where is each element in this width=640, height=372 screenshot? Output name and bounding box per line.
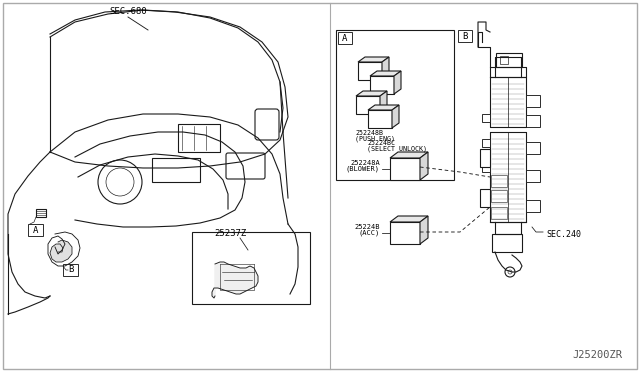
Polygon shape xyxy=(358,57,389,62)
Text: B: B xyxy=(68,266,73,275)
Polygon shape xyxy=(358,62,382,80)
Bar xyxy=(490,77,526,127)
Polygon shape xyxy=(212,262,258,298)
Bar xyxy=(491,190,507,202)
FancyBboxPatch shape xyxy=(255,109,279,140)
Bar xyxy=(482,114,490,122)
Bar xyxy=(63,264,78,276)
Bar xyxy=(526,170,540,182)
Bar xyxy=(526,115,540,127)
Text: (ACC): (ACC) xyxy=(359,230,380,236)
Bar xyxy=(336,30,454,180)
Polygon shape xyxy=(392,105,399,128)
FancyBboxPatch shape xyxy=(226,153,265,179)
Polygon shape xyxy=(356,91,387,96)
Bar xyxy=(36,209,46,217)
Text: A: A xyxy=(33,225,38,234)
Text: B: B xyxy=(462,32,468,41)
Polygon shape xyxy=(370,71,401,76)
Polygon shape xyxy=(390,152,428,158)
Bar xyxy=(480,189,490,207)
Bar xyxy=(491,175,507,187)
Text: 25224BC: 25224BC xyxy=(367,140,395,146)
Bar xyxy=(526,200,540,212)
Bar xyxy=(526,142,540,154)
Bar xyxy=(458,30,472,42)
Polygon shape xyxy=(420,152,428,180)
Polygon shape xyxy=(420,216,428,244)
Text: SEC.240: SEC.240 xyxy=(546,230,581,238)
Bar xyxy=(480,149,490,167)
Polygon shape xyxy=(390,158,420,180)
Text: 252248B: 252248B xyxy=(355,130,383,136)
Bar xyxy=(491,207,507,219)
Bar xyxy=(338,32,352,44)
Polygon shape xyxy=(382,57,389,80)
Text: (PUSH ENG): (PUSH ENG) xyxy=(355,135,395,141)
Text: J25200ZR: J25200ZR xyxy=(572,350,622,360)
Polygon shape xyxy=(368,105,399,110)
Polygon shape xyxy=(50,240,72,262)
Text: SEC.680: SEC.680 xyxy=(109,7,147,16)
Text: (SELECT UNLOCK): (SELECT UNLOCK) xyxy=(367,145,427,151)
Polygon shape xyxy=(356,96,380,114)
Bar xyxy=(526,95,540,107)
Bar xyxy=(492,234,522,252)
Bar xyxy=(496,53,522,67)
Polygon shape xyxy=(370,76,394,94)
Bar xyxy=(482,164,490,172)
Polygon shape xyxy=(390,216,428,222)
Polygon shape xyxy=(394,71,401,94)
Polygon shape xyxy=(368,110,392,128)
Text: (BLOWER): (BLOWER) xyxy=(346,166,380,172)
Bar xyxy=(500,56,508,64)
Text: A: A xyxy=(342,33,348,42)
Bar xyxy=(490,132,526,222)
Bar xyxy=(482,139,490,147)
Text: 252248A: 252248A xyxy=(350,160,380,166)
Polygon shape xyxy=(390,222,420,244)
Text: 25237Z: 25237Z xyxy=(214,229,246,238)
Bar xyxy=(192,232,310,304)
Bar xyxy=(178,124,220,152)
Bar xyxy=(28,224,43,236)
Bar xyxy=(152,158,200,182)
Polygon shape xyxy=(380,91,387,114)
Text: 25224B: 25224B xyxy=(355,224,380,230)
